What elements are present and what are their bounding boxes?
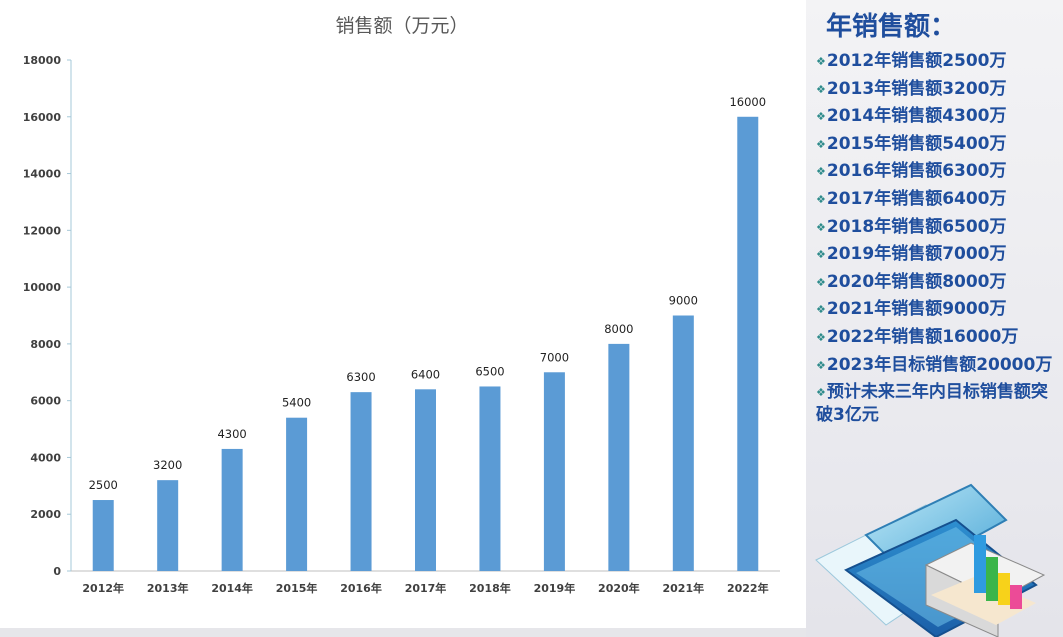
y-tick-label: 10000	[23, 281, 62, 294]
summary-list-text: 2021年销售额9000万	[826, 299, 1007, 320]
summary-list-item: ❖预计未来三年内目标销售额突破3亿元	[816, 381, 1058, 427]
x-tick-label: 2022年	[727, 581, 769, 595]
diamond-bullet-icon: ❖	[816, 358, 826, 372]
y-tick-label: 18000	[23, 54, 62, 67]
diamond-bullet-icon: ❖	[816, 192, 826, 206]
diamond-bullet-icon: ❖	[816, 303, 826, 317]
summary-list-text: 2012年销售额2500万	[826, 51, 1007, 71]
bar	[350, 392, 372, 571]
bar	[479, 386, 501, 571]
x-tick-label: 2020年	[598, 581, 640, 595]
y-tick-label: 0	[53, 565, 61, 578]
summary-list-item: ❖2017年销售额6400万	[816, 188, 1058, 211]
bar	[286, 417, 308, 571]
y-tick-label: 8000	[30, 338, 61, 351]
summary-list-text: 2017年销售额6400万	[826, 188, 1007, 209]
chart-title: 销售额（万元）	[335, 15, 468, 37]
data-label: 6400	[411, 367, 440, 381]
summary-list-item: ❖2020年销售额8000万	[816, 271, 1058, 294]
summary-list-item: ❖2012年销售额2500万	[816, 50, 1058, 73]
data-label: 5400	[282, 396, 311, 410]
diamond-bullet-icon: ❖	[816, 220, 826, 234]
x-tick-label: 2021年	[663, 581, 705, 595]
x-tick-label: 2013年	[147, 581, 189, 595]
bar	[737, 116, 759, 572]
diamond-bullet-icon: ❖	[816, 55, 826, 68]
side-panel: 年销售额： ❖2012年销售额2500万 ❖2013年销售额3200万 ❖2014年…	[806, 0, 1063, 637]
bar	[221, 448, 243, 571]
summary-list-text: 2014年销售额4300万	[826, 106, 1007, 127]
summary-list-text: 2022年销售额16000万	[826, 326, 1019, 347]
diamond-bullet-icon: ❖	[816, 275, 826, 289]
summary-list-item: ❖2022年销售额16000万	[816, 326, 1058, 349]
data-label: 2500	[89, 478, 118, 492]
summary-list-text: 预计未来三年内目标销售额突破3亿元	[816, 382, 1048, 426]
data-label: 3200	[153, 458, 182, 472]
bottom-strip	[0, 628, 806, 637]
summary-list-text: 2023年目标销售额20000万	[826, 354, 1053, 375]
diamond-bullet-icon: ❖	[816, 110, 826, 124]
x-tick-label: 2017年	[405, 581, 447, 595]
x-tick-label: 2012年	[82, 581, 124, 595]
summary-list-text: 2016年销售额6300万	[826, 161, 1007, 182]
folder-bar-chart-icon	[815, 483, 1046, 637]
x-tick-label: 2016年	[340, 581, 382, 595]
diamond-bullet-icon: ❖	[816, 330, 826, 344]
summary-list-item: ❖2016年销售额6300万	[816, 160, 1058, 183]
summary-list-text: 2013年销售额3200万	[826, 78, 1007, 99]
x-tick-label: 2018年	[469, 581, 511, 595]
y-tick-label: 16000	[23, 111, 62, 124]
bars	[92, 116, 759, 572]
diamond-bullet-icon: ❖	[816, 137, 826, 151]
bar	[157, 480, 179, 571]
summary-list-text: 2019年销售额7000万	[826, 244, 1007, 265]
diamond-bullet-icon: ❖	[816, 386, 826, 400]
diamond-bullet-icon: ❖	[816, 165, 826, 179]
data-label: 9000	[669, 294, 698, 308]
y-tick-label: 14000	[23, 168, 62, 181]
y-tick-label: 12000	[23, 224, 62, 237]
data-label: 6300	[346, 370, 375, 384]
data-label: 8000	[604, 322, 633, 336]
y-axis-ticks: 0 2000 4000 6000 8000 10000 12000 14000 16000 180…	[23, 54, 71, 578]
summary-list-item: ❖2021年销售额9000万	[816, 298, 1058, 321]
diamond-bullet-icon: ❖	[816, 82, 826, 96]
bar	[92, 500, 114, 571]
summary-list-text: 2018年销售额6500万	[826, 216, 1007, 237]
x-tick-label: 2019年	[534, 581, 576, 595]
summary-list-item: ❖2013年销售额3200万	[816, 78, 1058, 101]
bar	[543, 372, 565, 571]
data-labels: 2500 3200 4300 5400 6300 6400 6500 7000 8000 9000…	[89, 95, 766, 492]
bar	[608, 343, 630, 571]
chart-panel: 销售额（万元） 0 2000 4000 6000 8000 10000 12000 14000…	[22, 15, 780, 595]
x-tick-label: 2015年	[276, 581, 318, 595]
data-label: 6500	[475, 364, 504, 378]
sales-summary-list: ❖2012年销售额2500万 ❖2013年销售额3200万 ❖2014年销售额430…	[816, 50, 1058, 432]
y-tick-label: 6000	[30, 395, 61, 408]
x-axis-ticks: 2012年 2013年 2014年 2015年 2016年 2017年 2018年 2019年…	[82, 581, 768, 595]
summary-list-item: ❖2023年目标销售额20000万	[816, 354, 1058, 377]
bar	[415, 389, 436, 571]
x-tick-label: 2014年	[211, 581, 253, 595]
data-label: 7000	[540, 350, 569, 364]
summary-list-text: 2020年销售额8000万	[826, 271, 1007, 292]
diamond-bullet-icon: ❖	[816, 248, 826, 262]
data-label: 16000	[729, 95, 766, 109]
summary-list-item: ❖2019年销售额7000万	[816, 243, 1058, 266]
summary-list-text: 2015年销售额5400万	[826, 133, 1007, 154]
sidebar-title: 年销售额：	[826, 12, 957, 42]
summary-list-item: ❖2018年销售额6500万	[816, 216, 1058, 239]
y-tick-label: 4000	[30, 451, 61, 464]
summary-list-item: ❖2014年销售额4300万	[816, 105, 1058, 128]
bar	[672, 315, 694, 571]
y-tick-label: 2000	[30, 508, 61, 521]
summary-list-item: ❖2015年销售额5400万	[816, 133, 1058, 156]
sales-bar-chart: 销售额（万元） 0 2000 4000 6000 8000 10000 12000 14000…	[23, 15, 780, 595]
data-label: 4300	[217, 427, 246, 441]
